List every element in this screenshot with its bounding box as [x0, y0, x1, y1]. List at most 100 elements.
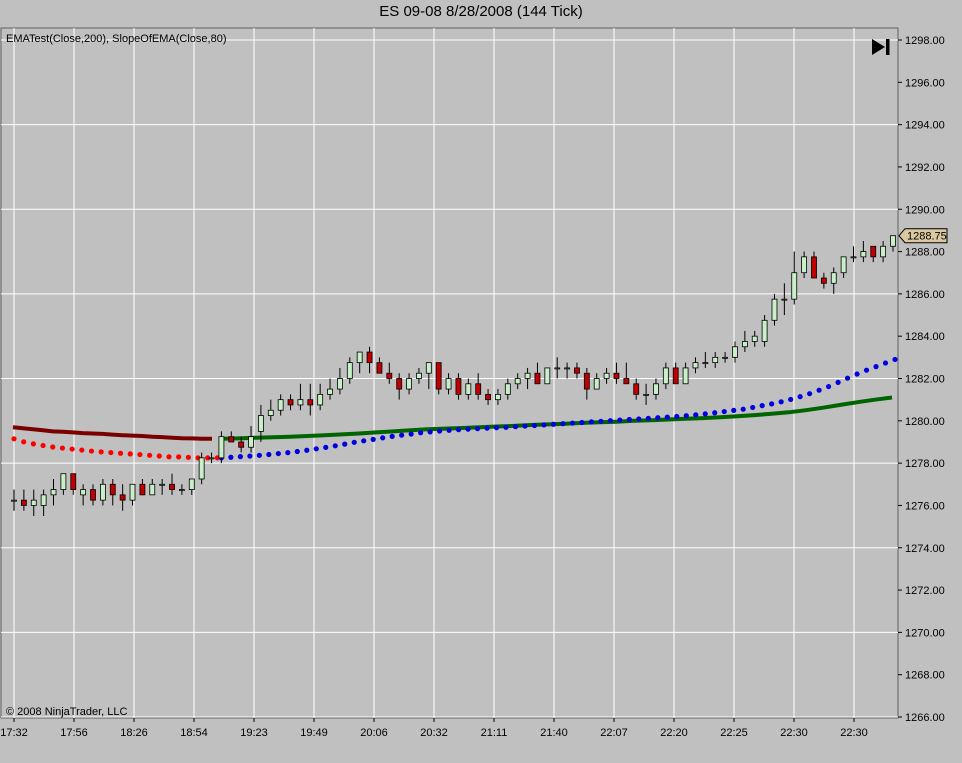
slope-blue-dot — [863, 367, 870, 373]
candle — [455, 373, 462, 400]
candle-body — [416, 372, 422, 379]
candle-body — [406, 378, 412, 390]
grid-lines — [1, 28, 898, 718]
slope-blue-dot — [256, 452, 262, 458]
candle-body — [682, 367, 689, 385]
candle-body — [366, 351, 373, 364]
candle-body — [376, 362, 383, 374]
slope-blue-dot — [370, 436, 376, 442]
y-tick-label: 1288.00 — [905, 247, 945, 259]
candle-body — [50, 489, 57, 496]
candle — [761, 315, 768, 347]
slope-blue-dot — [892, 356, 898, 363]
slope-red-dot — [21, 439, 27, 445]
ema-red-line — [12, 425, 212, 441]
candle — [11, 489, 17, 511]
slope-blue-dot — [854, 371, 860, 377]
y-tick-label: 1276.00 — [905, 500, 945, 512]
candle-body — [327, 388, 333, 395]
candle — [396, 373, 403, 400]
candle-body — [593, 378, 600, 390]
x-tick-label: 18:54 — [180, 727, 208, 739]
x-tick-label: 22:07 — [600, 727, 628, 739]
candle — [188, 478, 195, 495]
candle-body — [653, 383, 659, 395]
candle — [771, 293, 778, 326]
chart-title: ES 09-08 8/28/2008 (144 Tick) — [379, 3, 583, 20]
slope-blue-dot — [455, 427, 462, 433]
candle-body — [109, 483, 116, 496]
slope-blue-dot — [427, 429, 433, 435]
candle-body — [534, 372, 541, 385]
slope-blue-dot — [740, 406, 746, 412]
candles — [11, 235, 896, 517]
candle-body — [880, 245, 887, 258]
x-tick-label: 21:11 — [481, 727, 508, 739]
skip-to-end-icon[interactable] — [868, 36, 894, 58]
slope-blue-dot — [807, 391, 813, 397]
candle-body — [801, 256, 808, 274]
y-tick-label: 1274.00 — [905, 543, 945, 555]
candle — [30, 489, 37, 517]
slope-blue-dot — [313, 446, 319, 452]
candle — [741, 330, 748, 353]
slope-blue-dot — [446, 427, 452, 433]
candle-body — [781, 298, 788, 301]
slope-red-dot — [147, 452, 153, 458]
candle — [653, 378, 659, 400]
y-tick-label: 1268.00 — [905, 670, 945, 682]
slope-blue-dot — [237, 454, 243, 460]
candle — [337, 367, 343, 395]
candle-body — [732, 346, 738, 358]
candle-body — [99, 483, 106, 501]
candle-body — [129, 483, 136, 501]
slope-blue-dot — [778, 399, 784, 405]
x-tick-label: 20:06 — [360, 727, 388, 739]
candle — [870, 245, 877, 263]
slope-blue-dot — [323, 444, 329, 450]
candle-body — [820, 277, 827, 284]
candle — [40, 489, 47, 517]
y-axis-labels: 1298.00 1296.00 1294.00 1292.00 1290.00 1288.… — [898, 35, 945, 724]
candle-body — [870, 245, 877, 258]
candle-body — [445, 378, 452, 390]
candle — [218, 431, 225, 464]
candle — [791, 251, 798, 305]
slope-red-dot — [11, 436, 17, 442]
x-tick-label: 19:23 — [240, 727, 268, 739]
slope-blue-dot — [579, 419, 585, 426]
slope-blue-dot — [797, 394, 803, 400]
candle — [277, 394, 284, 416]
candle-body — [297, 399, 304, 406]
candle — [662, 362, 669, 390]
candle — [346, 357, 353, 384]
candle-body — [30, 499, 37, 506]
slope-blue-dot — [560, 421, 566, 427]
candle — [208, 452, 215, 464]
candle-body — [465, 383, 472, 395]
x-tick-label: 17:56 — [60, 727, 88, 739]
candle-body — [504, 383, 511, 395]
candle-body — [317, 393, 324, 406]
candle — [258, 404, 264, 442]
candle-body — [524, 372, 531, 379]
slope-blue-dot — [788, 396, 794, 403]
candle-body — [860, 251, 867, 258]
slope-blue-dot — [247, 453, 253, 459]
candle — [327, 378, 333, 400]
x-tick-label: 22:30 — [840, 727, 868, 739]
candle-body — [178, 489, 185, 491]
candle — [475, 373, 482, 400]
candle — [159, 478, 166, 495]
x-tick-label: 19:49 — [300, 727, 328, 739]
candle — [416, 367, 422, 384]
candle — [751, 330, 758, 347]
slope-red-dot — [185, 454, 191, 460]
candle-body — [613, 372, 620, 379]
x-tick-label: 18:26 — [120, 727, 148, 739]
slope-blue-dot — [304, 447, 310, 453]
slope-blue-dot — [844, 375, 851, 381]
slope-blue-dot — [882, 360, 889, 366]
candle — [672, 362, 679, 385]
